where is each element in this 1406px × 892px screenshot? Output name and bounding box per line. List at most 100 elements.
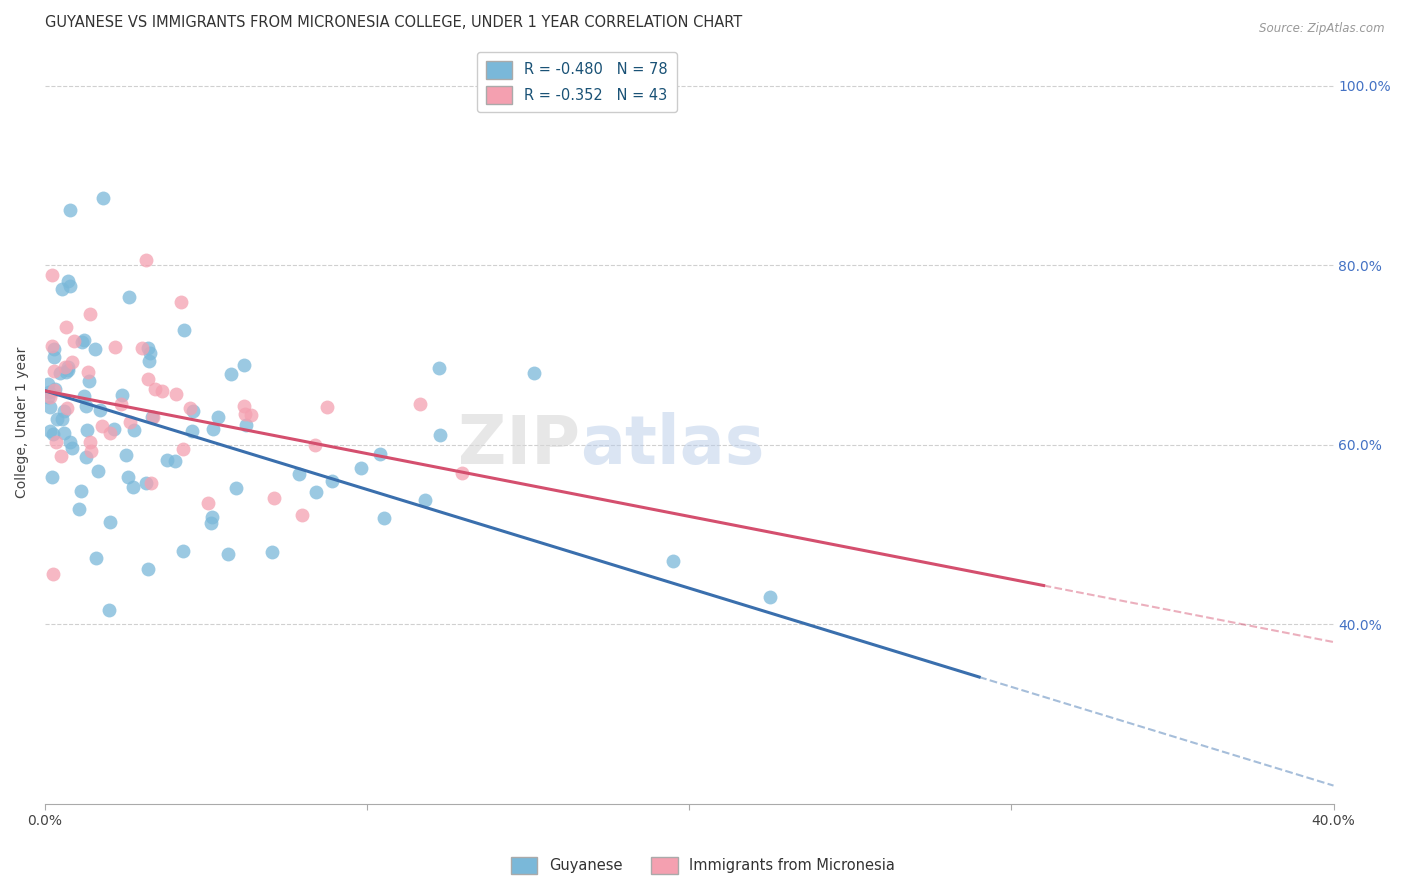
- Point: [233, 408, 256, 422]
- Point: [233, 399, 256, 413]
- Point: [202, 422, 225, 436]
- Point: [55, 319, 77, 334]
- Point: [37, 390, 59, 404]
- Point: [42, 351, 65, 365]
- Point: [111, 387, 134, 401]
- Point: [662, 554, 685, 568]
- Point: [235, 417, 257, 432]
- Point: [179, 401, 201, 415]
- Point: [429, 428, 451, 442]
- Point: [70, 334, 93, 349]
- Point: [122, 424, 145, 438]
- Point: [291, 508, 314, 522]
- Point: [76, 423, 98, 437]
- Point: [39, 391, 62, 405]
- Point: [42, 342, 65, 356]
- Point: [39, 424, 62, 438]
- Point: [232, 358, 254, 372]
- Point: [41, 470, 63, 484]
- Point: [224, 481, 246, 495]
- Point: [122, 480, 145, 494]
- Point: [100, 516, 122, 530]
- Point: [60, 442, 83, 456]
- Point: [73, 389, 96, 403]
- Point: [75, 450, 97, 464]
- Point: [304, 484, 326, 499]
- Point: [263, 491, 285, 505]
- Point: [150, 384, 173, 398]
- Point: [170, 295, 193, 310]
- Point: [51, 282, 73, 296]
- Point: [55, 365, 77, 379]
- Point: [79, 375, 101, 389]
- Text: ZIP: ZIP: [458, 412, 579, 478]
- Point: [56, 273, 79, 287]
- Point: [91, 419, 114, 434]
- Text: GUYANESE VS IMMIGRANTS FROM MICRONESIA COLLEGE, UNDER 1 YEAR CORRELATION CHART: GUYANESE VS IMMIGRANTS FROM MICRONESIA C…: [45, 15, 742, 30]
- Point: [39, 400, 62, 414]
- Point: [79, 444, 101, 458]
- Point: [48, 366, 70, 380]
- Point: [42, 384, 65, 398]
- Point: [138, 353, 160, 368]
- Point: [197, 496, 219, 510]
- Point: [118, 290, 141, 304]
- Point: [288, 467, 311, 482]
- Point: [139, 346, 162, 360]
- Point: [135, 476, 157, 491]
- Point: [56, 359, 79, 374]
- Point: [104, 340, 127, 354]
- Point: [45, 434, 67, 449]
- Point: [45, 412, 67, 426]
- Point: [163, 453, 186, 467]
- Point: [79, 434, 101, 449]
- Point: [67, 502, 90, 516]
- Point: [53, 404, 76, 418]
- Point: [304, 438, 326, 452]
- Point: [368, 447, 391, 461]
- Y-axis label: College, Under 1 year: College, Under 1 year: [15, 346, 30, 498]
- Point: [53, 359, 76, 374]
- Point: [260, 544, 283, 558]
- Point: [83, 342, 105, 356]
- Point: [200, 516, 222, 530]
- Point: [350, 461, 373, 475]
- Point: [37, 377, 59, 392]
- Point: [219, 367, 242, 381]
- Point: [75, 399, 97, 413]
- Point: [117, 470, 139, 484]
- Point: [73, 333, 96, 347]
- Point: [38, 384, 60, 399]
- Point: [138, 372, 160, 386]
- Point: [136, 341, 159, 355]
- Point: [316, 401, 339, 415]
- Point: [136, 561, 159, 575]
- Point: [156, 453, 179, 467]
- Point: [181, 424, 204, 438]
- Point: [76, 365, 98, 379]
- Point: [758, 590, 780, 604]
- Point: [239, 408, 262, 422]
- Point: [142, 410, 165, 425]
- Point: [59, 278, 82, 293]
- Point: [427, 360, 450, 375]
- Point: [62, 334, 84, 348]
- Point: [103, 421, 125, 435]
- Point: [58, 203, 80, 218]
- Point: [172, 442, 194, 456]
- Point: [56, 401, 79, 416]
- Text: atlas: atlas: [579, 412, 763, 478]
- Point: [51, 412, 73, 426]
- Point: [373, 511, 395, 525]
- Point: [172, 544, 194, 558]
- Point: [135, 252, 157, 267]
- Point: [91, 191, 114, 205]
- Point: [523, 367, 546, 381]
- Point: [98, 426, 121, 441]
- Point: [41, 426, 63, 441]
- Point: [41, 268, 63, 282]
- Point: [42, 567, 65, 582]
- Point: [120, 416, 142, 430]
- Text: Source: ZipAtlas.com: Source: ZipAtlas.com: [1260, 22, 1385, 36]
- Point: [79, 307, 101, 321]
